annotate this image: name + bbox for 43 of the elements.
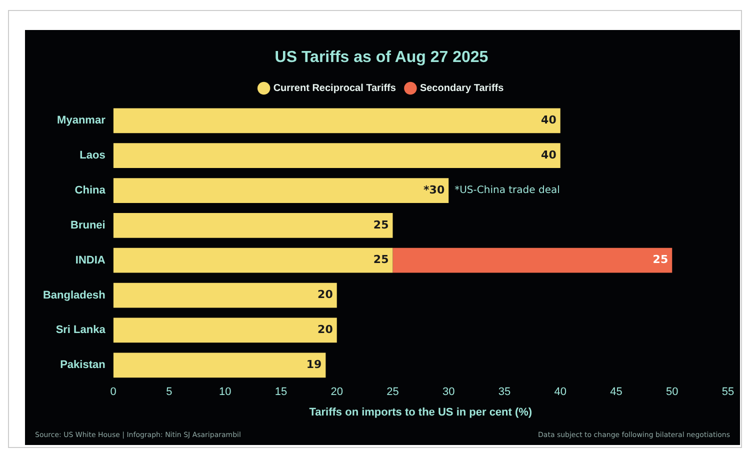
bar [113, 318, 337, 343]
bar [392, 248, 672, 273]
bar [113, 248, 393, 273]
bar [113, 352, 326, 378]
data-label: 19 [306, 358, 322, 371]
data-label: 40 [541, 114, 557, 127]
y-tick-label: Myanmar [57, 114, 106, 127]
y-tick-label: China [74, 184, 106, 197]
x-tick-label: 50 [666, 386, 678, 398]
data-label: 25 [652, 253, 668, 266]
legend-label: Current Reciprocal Tariffs [273, 82, 396, 94]
data-label: 40 [541, 148, 557, 162]
x-tick-label: 45 [610, 386, 622, 398]
x-tick-label: 55 [722, 386, 734, 398]
y-tick-label: Bangladesh [42, 289, 106, 302]
x-tick-label: 20 [330, 386, 343, 398]
legend-label: Secondary Tariffs [420, 82, 504, 94]
bar [113, 212, 393, 238]
data-label: 25 [373, 253, 389, 266]
bar [113, 282, 337, 308]
y-tick-label: Pakistan [60, 359, 106, 372]
y-tick-label: Sri Lanka [56, 324, 106, 336]
bar [113, 108, 560, 134]
x-tick-label: 40 [554, 386, 566, 398]
x-tick-label: 5 [166, 386, 172, 398]
bar [113, 143, 560, 168]
y-tick-label: Laos [80, 150, 106, 162]
chart-title: US Tariffs as of Aug 27 2025 [274, 49, 488, 66]
x-tick-label: 35 [498, 386, 511, 398]
bar [113, 178, 449, 203]
x-tick-label: 25 [386, 386, 399, 398]
x-axis-title: Tariffs on imports to the US in per cent (%) [309, 406, 532, 418]
x-tick-label: 15 [274, 386, 288, 398]
y-tick-label: Brunei [70, 219, 106, 232]
annotation: *US-China trade deal [454, 185, 560, 196]
x-tick-label: 0 [110, 386, 116, 398]
y-tick-label: INDIA [75, 254, 106, 266]
data-label: 20 [318, 288, 334, 302]
x-tick-label: 10 [218, 386, 232, 398]
x-tick-label: 30 [442, 386, 455, 398]
data-label: 20 [318, 323, 334, 336]
data-label: 25 [373, 218, 389, 232]
data-label: *30 [424, 183, 445, 196]
